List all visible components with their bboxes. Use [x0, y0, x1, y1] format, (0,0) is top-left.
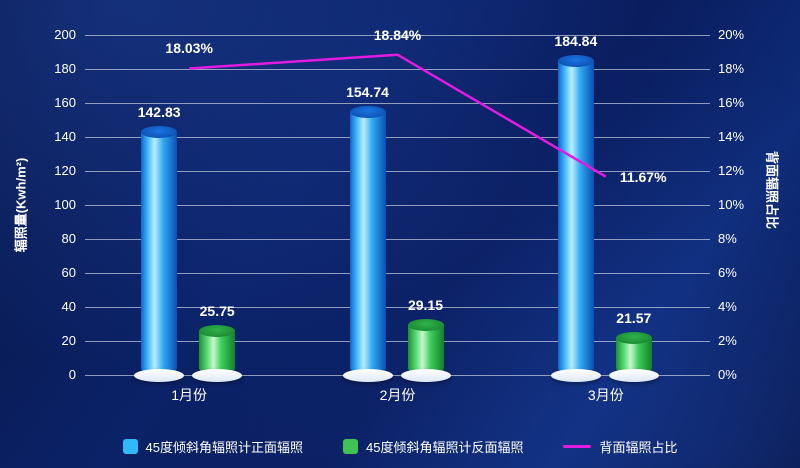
gridline	[85, 341, 710, 342]
left-axis-tick: 120	[54, 163, 76, 178]
gridline	[85, 35, 710, 36]
line-value-label: 18.84%	[373, 26, 422, 43]
legend-item[interactable]: 背面辐照占比	[563, 437, 677, 456]
bar-value-label: 184.84	[554, 32, 598, 49]
bar-base-ellipse	[608, 369, 659, 382]
right-axis-tick: 12%	[718, 163, 745, 178]
right-axis-tick: 2%	[718, 333, 737, 348]
left-axis-tick: 60	[61, 265, 76, 280]
right-axis-tick: 16%	[718, 95, 745, 110]
right-axis-tick: 10%	[718, 197, 745, 212]
bar-base-ellipse	[550, 369, 601, 382]
gridline	[85, 273, 710, 274]
bar-value-label: 21.57	[616, 310, 652, 327]
gridline	[85, 69, 710, 70]
x-axis-label: 1月份	[171, 387, 208, 403]
bar-front	[141, 132, 178, 375]
left-axis-tick: 80	[61, 231, 76, 246]
legend-square-swatch	[342, 439, 358, 454]
x-axis-label: 3月份	[587, 387, 624, 403]
legend-label: 45度倾斜角辐照计反面辐照	[365, 440, 524, 455]
left-axis-tick: 140	[54, 129, 76, 144]
legend: 45度倾斜角辐照计正面辐照 45度倾斜角辐照计反面辐照 背面辐照占比	[0, 437, 800, 456]
bar-front	[557, 60, 594, 375]
legend-square-swatch	[122, 439, 138, 454]
legend-label: 45度倾斜角辐照计正面辐照	[145, 440, 303, 455]
bar-value-label: 142.83	[137, 104, 181, 121]
gridline	[85, 375, 710, 376]
bar-front	[349, 111, 386, 375]
gridline	[85, 239, 710, 240]
legend-line-swatch	[563, 445, 592, 448]
gridline	[85, 137, 710, 138]
bar-top-ellipse	[349, 105, 386, 118]
left-axis-tick: 40	[61, 299, 76, 314]
x-axis-label: 2月份	[379, 387, 416, 403]
bar-top-ellipse	[615, 332, 652, 345]
right-axis-tick: 0%	[718, 367, 737, 382]
right-axis-tick: 20%	[718, 27, 745, 42]
gridline	[85, 205, 710, 206]
left-axis-tick: 200	[54, 27, 76, 42]
legend-item[interactable]: 45度倾斜角辐照计正面辐照	[122, 437, 303, 456]
bar-top-ellipse	[557, 54, 594, 67]
legend-label: 背面辐照占比	[599, 440, 678, 455]
left-axis-tick: 180	[54, 61, 76, 76]
left-axis-tick: 160	[54, 95, 76, 110]
bar-value-label: 154.74	[346, 83, 389, 100]
bar-top-ellipse	[407, 319, 444, 332]
bar-base-ellipse	[400, 369, 451, 382]
right-axis-tick: 8%	[718, 231, 737, 246]
bar-value-label: 25.75	[199, 303, 235, 320]
bar-top-ellipse	[199, 325, 236, 338]
line-value-label: 11.67%	[619, 168, 667, 185]
right-axis-tick: 6%	[718, 265, 737, 280]
bar-back	[199, 331, 236, 375]
bar-top-ellipse	[141, 126, 178, 139]
bar-back	[407, 325, 444, 375]
right-axis-tick: 14%	[718, 129, 745, 144]
right-axis-tick: 4%	[718, 299, 737, 314]
left-axis-tick: 20	[61, 333, 76, 348]
left-axis-tick: 100	[54, 197, 76, 212]
gridline	[85, 307, 710, 308]
trend-line	[189, 53, 607, 178]
line-value-label: 18.03%	[165, 40, 213, 57]
bar-value-label: 29.15	[407, 297, 444, 314]
gridline	[85, 171, 710, 172]
bar-base-ellipse	[342, 369, 393, 382]
legend-item[interactable]: 45度倾斜角辐照计反面辐照	[342, 437, 524, 456]
bar-base-ellipse	[134, 369, 185, 382]
bar-back	[615, 338, 652, 375]
bar-base-ellipse	[192, 369, 243, 382]
left-axis-tick: 0	[68, 367, 76, 382]
right-axis-tick: 18%	[718, 61, 745, 76]
